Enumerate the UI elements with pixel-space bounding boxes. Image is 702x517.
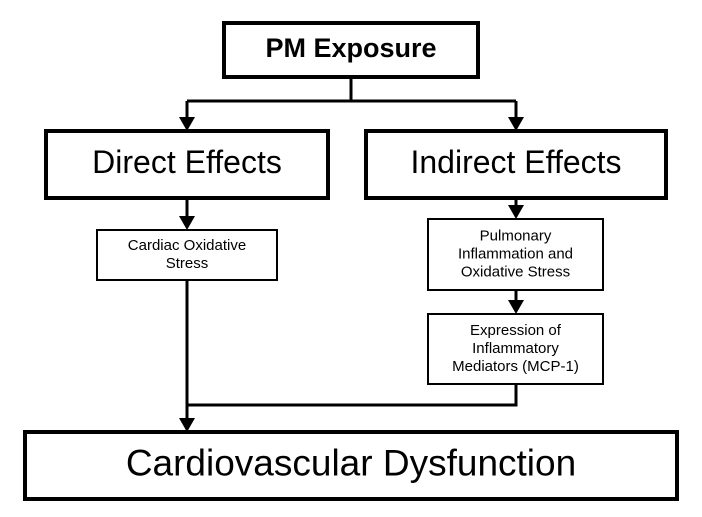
node-indirect-label: Indirect Effects — [410, 144, 621, 180]
node-pulmonary: PulmonaryInflammation andOxidative Stres… — [428, 219, 603, 290]
node-pm-label: PM Exposure — [265, 33, 436, 63]
node-direct: Direct Effects — [46, 131, 328, 198]
node-cvd-label: Cardiovascular Dysfunction — [126, 442, 576, 483]
node-direct-label: Direct Effects — [92, 144, 282, 180]
node-cardiac: Cardiac OxidativeStress — [97, 230, 277, 280]
node-indirect: Indirect Effects — [366, 131, 666, 198]
node-mediators: Expression ofInflammatoryMediators (MCP-… — [428, 314, 603, 384]
node-cvd: Cardiovascular Dysfunction — [25, 432, 677, 499]
node-pm: PM Exposure — [224, 23, 478, 77]
